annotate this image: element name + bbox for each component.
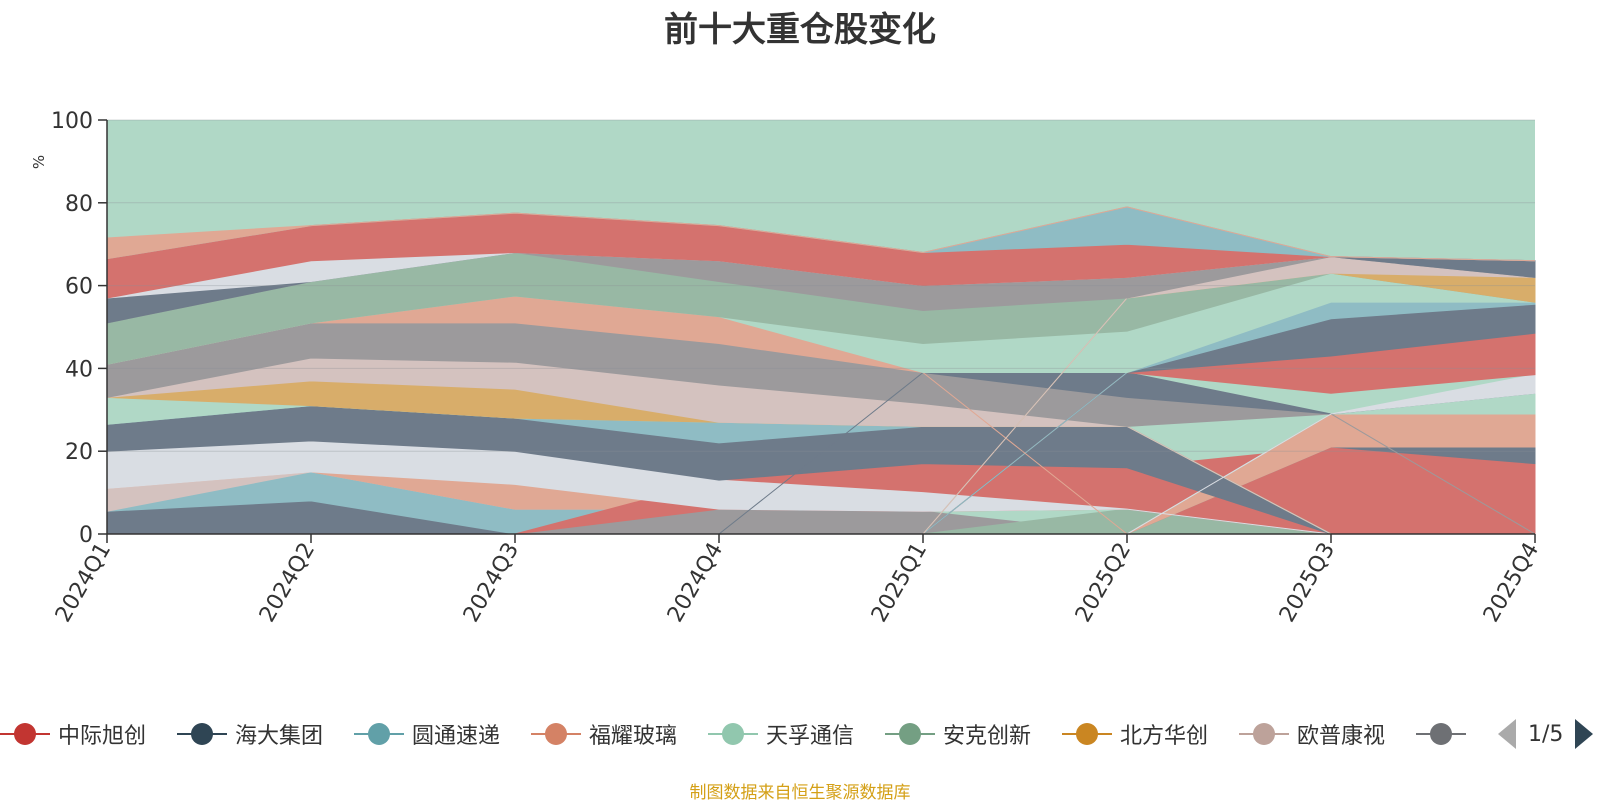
legend-label: 中际旭创 [58,724,147,749]
y-tick-label: 80 [65,192,93,217]
source-note: 制图数据来自恒生聚源数据库 [689,783,911,803]
legend-item[interactable]: 北方华创 [1062,712,1208,756]
legend-label: 天孚通信 [766,724,855,749]
legend-marker-icon [708,712,758,756]
legend-next-page-icon[interactable] [1575,719,1594,749]
y-tick-label: 100 [51,109,93,134]
legend-label: 海大集团 [235,724,324,749]
legend-label: 圆通速递 [412,724,501,749]
area-layers [106,206,1536,535]
legend-prev-page-icon[interactable] [1498,719,1516,749]
x-tick-label: 2024Q1 [51,539,116,627]
y-tick-label: 20 [65,440,93,465]
legend-item[interactable]: 海大集团 [177,712,323,756]
legend-item[interactable]: 中际旭创 [0,712,146,756]
y-tick-label: 60 [65,275,93,300]
legend-item[interactable]: 福耀玻璃 [531,712,677,756]
legend-item[interactable]: 天孚通信 [708,712,854,756]
chart-title: 前十大重仓股变化 [664,10,936,50]
legend-item[interactable]: 圆通速递 [354,712,500,756]
legend-label: 欧普康视 [1297,724,1386,749]
x-tick-label: 2024Q3 [459,539,524,627]
legend-marker-icon [1416,712,1466,756]
x-tick-label: 2024Q4 [663,539,728,627]
legend-label: 福耀玻璃 [589,724,678,749]
legend: 中际旭创 海大集团 圆通速递 福耀玻璃 天孚通信 安克创新 北方华创 欧普康视 1/5 [0,712,1600,756]
legend-item[interactable] [1416,712,1474,756]
legend-page-indicator: 1/5 [1528,721,1564,747]
area-band-layer-36 [106,206,1536,262]
legend-marker-icon [1239,712,1289,756]
legend-item[interactable]: 安克创新 [885,712,1031,756]
legend-marker-icon [1062,712,1112,756]
x-tick-label: 2025Q2 [1071,539,1136,627]
y-tick-label: 0 [79,523,93,548]
legend-marker-icon [354,712,404,756]
legend-items: 中际旭创 海大集团 圆通速递 福耀玻璃 天孚通信 安克创新 北方华创 欧普康视 [0,712,1474,756]
legend-marker-icon [531,712,581,756]
x-tick-label: 2025Q3 [1275,539,1340,627]
x-tick-label: 2025Q1 [867,539,932,627]
legend-item[interactable]: 欧普康视 [1239,712,1385,756]
legend-pager: 1/5 [1498,712,1594,756]
x-tick-label: 2024Q2 [255,539,320,627]
legend-marker-icon [177,712,227,756]
legend-marker-icon [0,712,50,756]
grid-lines [107,119,1535,452]
x-tick-label: 2025Q4 [1479,539,1544,627]
y-axis-label: % [30,155,48,169]
legend-marker-icon [885,712,935,756]
y-tick-label: 40 [65,357,93,382]
legend-label: 安克创新 [943,724,1032,749]
legend-label: 北方华创 [1120,724,1209,749]
